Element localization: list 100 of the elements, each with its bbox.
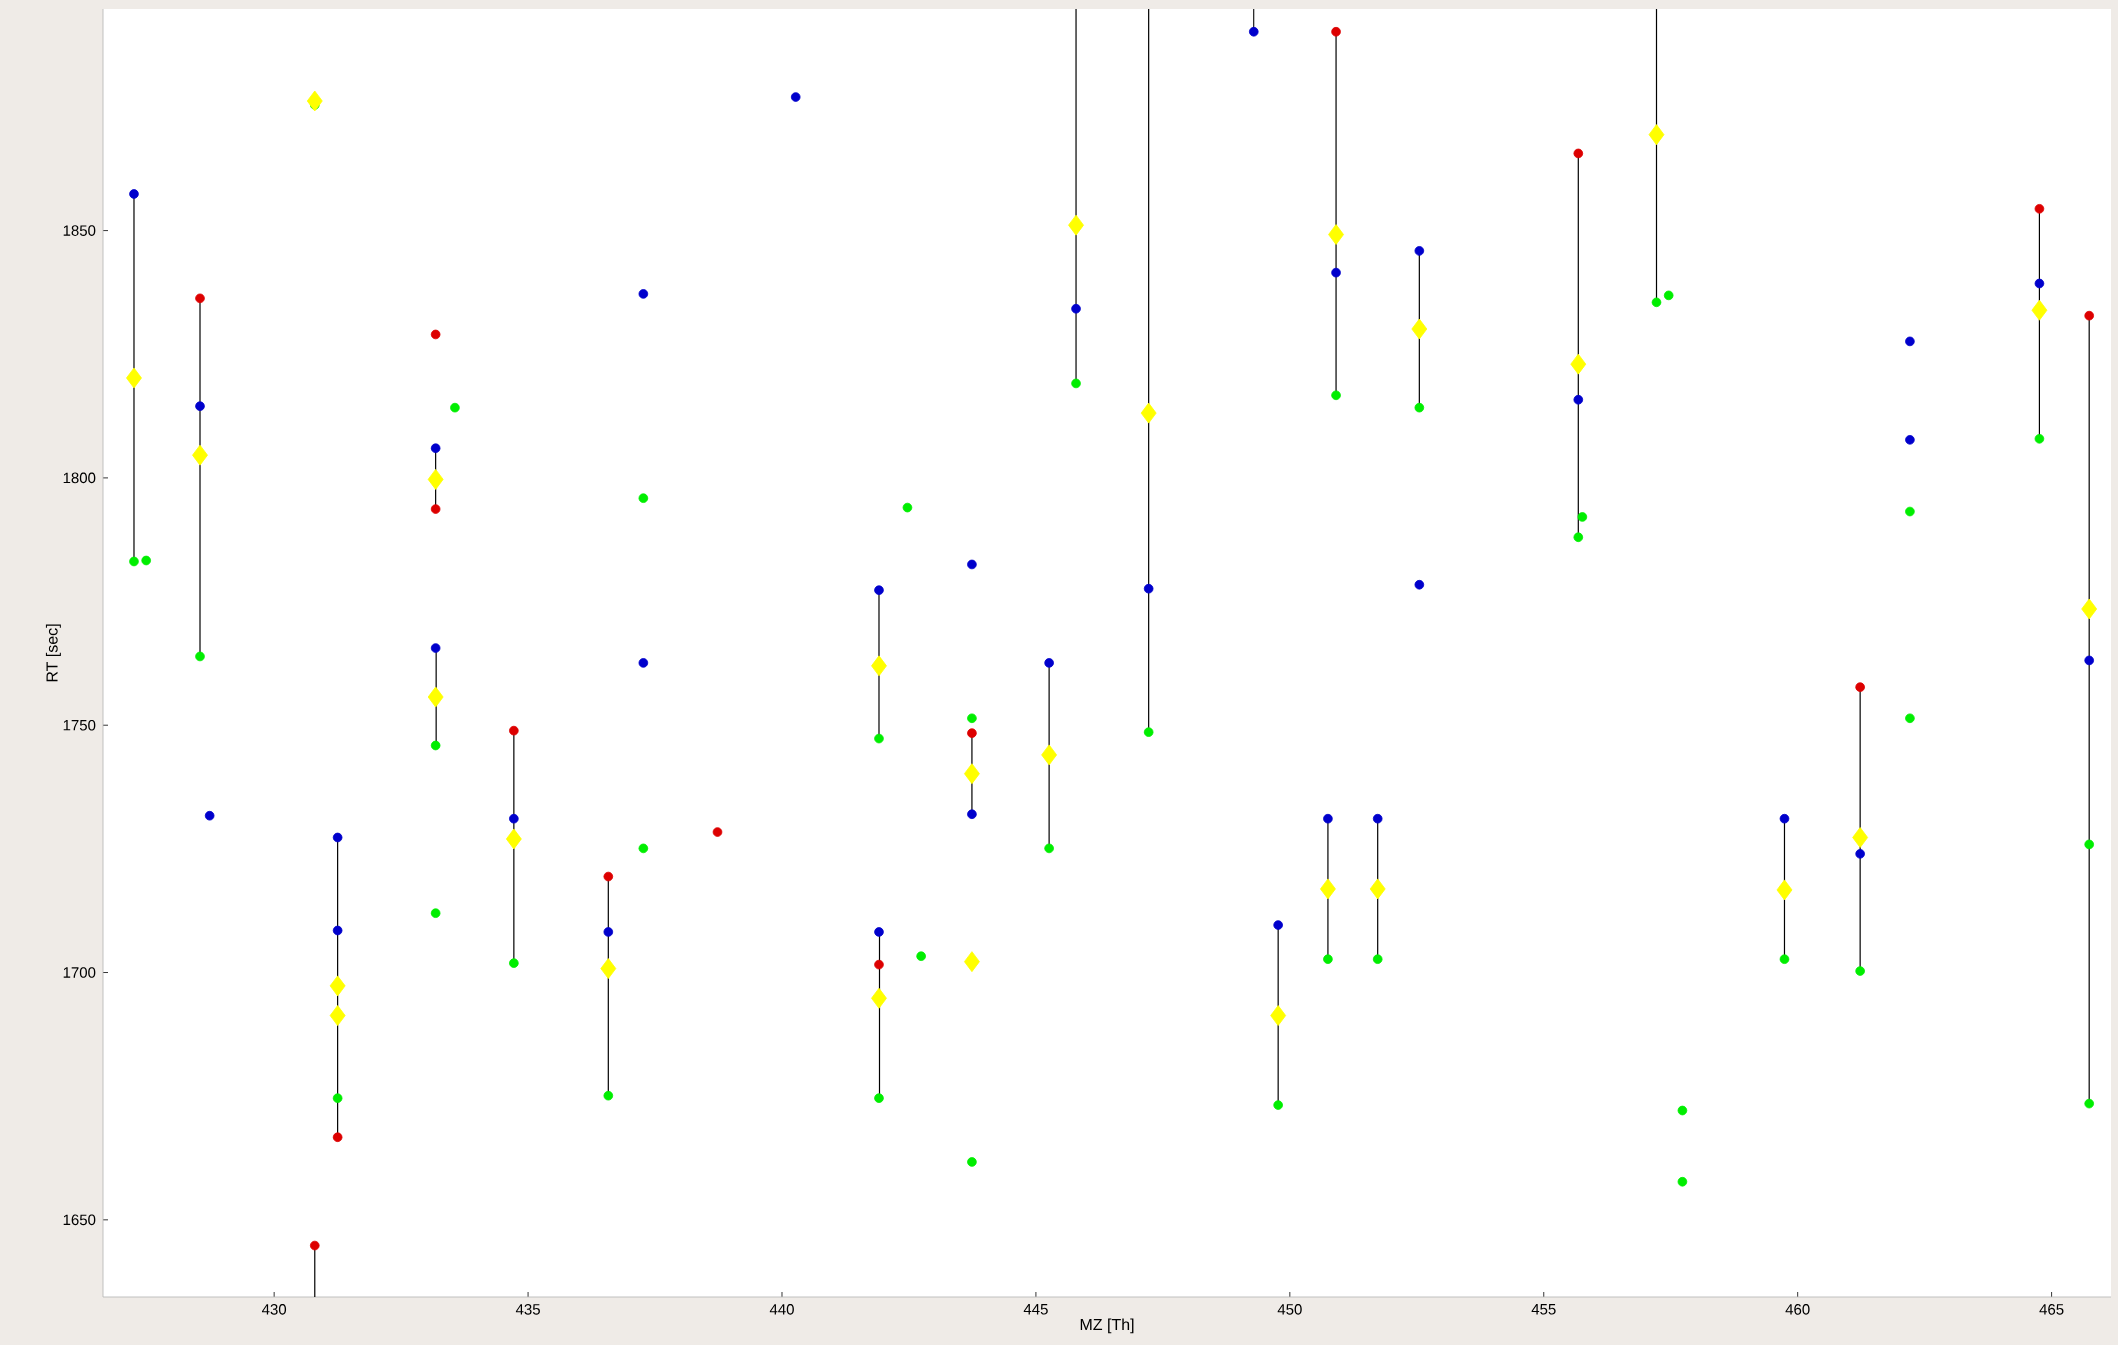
point [427,468,444,490]
point [1323,954,1333,964]
point [1855,849,1865,859]
point [430,740,441,751]
point [603,871,614,882]
point [509,813,519,824]
point [1852,827,1869,848]
x-tick-label: 435 [515,1304,540,1315]
y-tick-label: 1650 [63,1214,96,1226]
point [332,1093,343,1103]
point [126,367,142,389]
point [603,1090,614,1101]
y-tick-label: 1750 [63,719,96,731]
point [430,443,441,454]
point [1411,318,1428,340]
point [430,643,441,653]
point [1663,290,1674,301]
point [204,810,215,821]
x-tick-label: 440 [769,1304,794,1315]
point [1270,1005,1287,1026]
point [967,559,977,570]
point [1573,394,1584,405]
point [1855,682,1865,692]
point [427,686,444,708]
point [1651,297,1662,308]
point [871,655,887,677]
point [967,809,977,820]
point [332,925,343,936]
x-tick-label: 450 [1277,1304,1302,1315]
point [1414,402,1425,413]
point [1331,26,1341,37]
point [329,975,346,997]
point [1331,267,1341,278]
point [1320,878,1336,900]
point [874,1093,884,1103]
point [1905,435,1915,445]
point [967,713,977,724]
point [2084,839,2094,850]
point [1776,879,1793,901]
point [332,832,343,843]
y-axis-title: RT [sec] [45,624,61,682]
point [1071,303,1081,314]
point [1779,813,1790,824]
point [129,189,139,199]
point [1414,579,1425,590]
point [964,763,980,785]
point [638,658,649,668]
point [129,556,139,567]
point [1573,532,1584,543]
point [1372,813,1383,824]
point [638,493,649,503]
point [916,951,926,961]
point [329,1005,346,1026]
point [195,401,205,411]
point [1041,744,1058,766]
point [902,502,913,513]
point [141,555,151,566]
point [509,958,519,968]
x-tick-label: 455 [1531,1304,1556,1315]
point [1648,124,1665,146]
point [1323,813,1333,824]
point [1068,214,1084,236]
point [874,959,884,970]
point [1248,26,1259,37]
x-axis-title: MZ [Th] [1080,1318,1134,1334]
point [430,908,441,918]
point [509,725,519,736]
point [1140,402,1157,424]
point [2034,204,2045,214]
point [600,958,617,979]
point [1143,583,1154,594]
point [1855,966,1865,976]
point [192,444,208,466]
point [1573,148,1584,159]
point [638,843,649,854]
x-tick-label: 445 [1023,1304,1048,1315]
point [1905,336,1915,347]
point [1905,713,1915,724]
point [1577,512,1588,522]
y-tick-label: 1700 [63,967,96,978]
x-tick-label: 465 [2039,1304,2064,1315]
point [1071,378,1081,389]
point [1570,353,1587,375]
point [1677,1176,1688,1187]
point [1369,878,1386,900]
point [1273,1100,1283,1110]
y-tick-label: 1850 [63,225,96,236]
point [871,987,887,1009]
point [1372,954,1383,964]
point [2081,598,2098,620]
point [505,828,522,850]
point [1044,658,1054,668]
point [306,90,323,112]
point [1044,843,1054,854]
point [309,1240,320,1251]
point [2084,310,2094,321]
point [332,1132,343,1143]
x-tick-label: 460 [1785,1304,1810,1315]
point [1905,506,1915,517]
point [430,504,441,514]
